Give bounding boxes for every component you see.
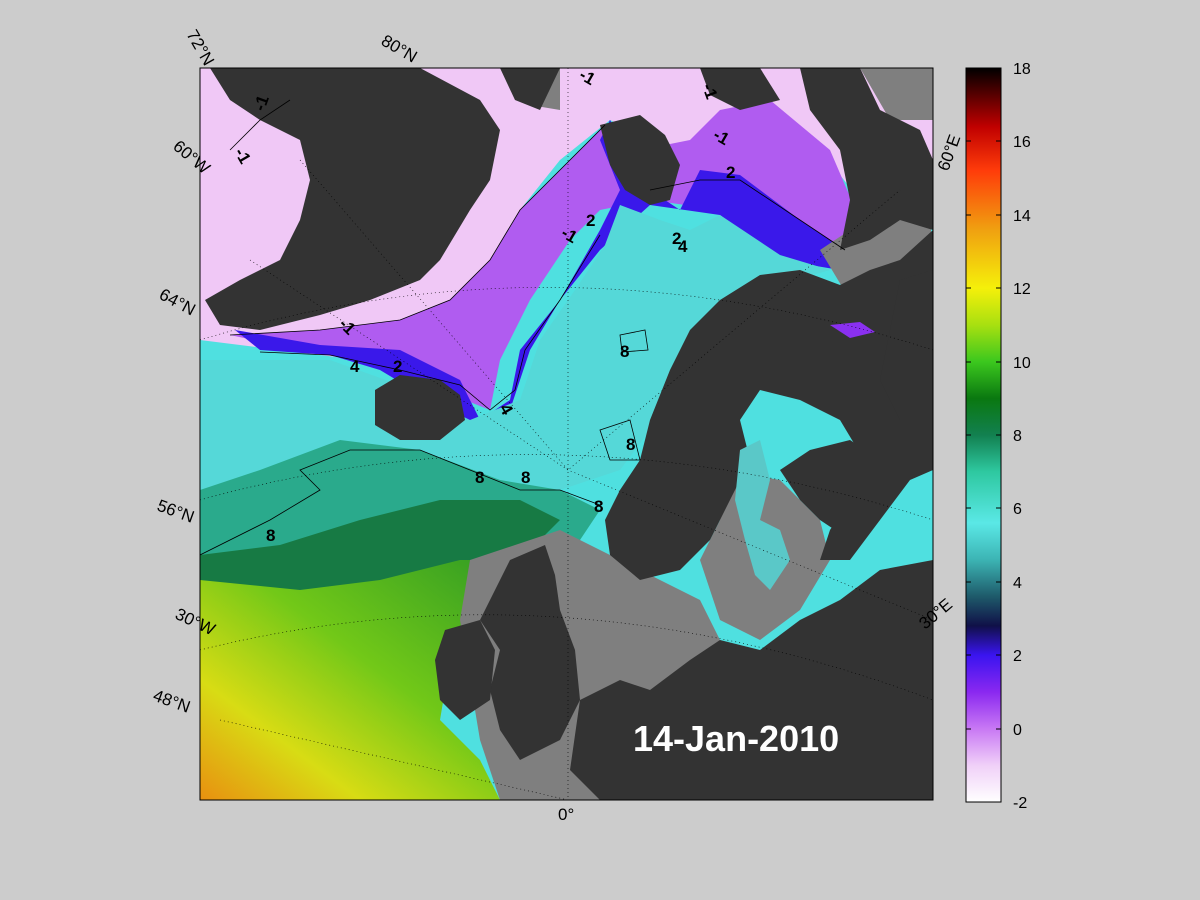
colorbar-tick-label: 14 [1013, 208, 1031, 225]
british-isles [480, 545, 580, 760]
label-0: 0° [558, 805, 574, 824]
svalbard [600, 115, 680, 205]
land-masses [205, 68, 933, 800]
contour-label: 2 [393, 357, 402, 376]
colorbar-scale [965, 67, 1002, 803]
contour-label: 2 [586, 211, 595, 230]
europe-continent [570, 560, 933, 800]
contour-label: 8 [521, 468, 530, 487]
front-blue-water [235, 120, 845, 425]
colorbar-tick-label: 16 [1013, 134, 1031, 151]
contour-label: 2 [726, 163, 735, 182]
contour-labels: -1 -1 -1 -1 -1 -1 -1 2 2 2 2 4 4 4 8 8 8… [231, 65, 736, 545]
colorbar-ticks [966, 67, 1001, 730]
label-80n: 80°N [378, 31, 420, 66]
colorbar: 18 16 14 12 10 8 6 4 2 0 -2 [965, 61, 1031, 812]
colorbar-tick-label: 2 [1013, 648, 1022, 665]
contour-label: 4 [350, 357, 360, 376]
contour-label: 4 [678, 237, 688, 256]
white-sea [830, 322, 875, 338]
contour-label: 8 [594, 497, 603, 516]
scandinavia [605, 230, 933, 580]
colorbar-tick-label: 4 [1013, 575, 1022, 592]
date-label: 14-Jan-2010 [633, 718, 839, 759]
svalbard-east [700, 68, 780, 110]
nordic-seas-water [200, 205, 830, 490]
map-area [200, 68, 933, 800]
iceland [375, 375, 465, 440]
colorbar-tick-label: 12 [1013, 281, 1031, 298]
kola-russia [800, 68, 933, 250]
greenland-north [500, 68, 560, 110]
baltic-sea [735, 440, 790, 590]
colorbar-tick-label: 10 [1013, 355, 1031, 372]
greenland [205, 68, 500, 330]
contour-label: -1 [698, 81, 721, 102]
contour-label: -1 [250, 93, 273, 114]
label-64n: 64°N [156, 285, 198, 320]
colorbar-tick-label: 8 [1013, 428, 1022, 445]
contour-label: 2 [672, 229, 681, 248]
colorbar-tick-label: 0 [1013, 722, 1022, 739]
colorbar-tick-labels: 18 16 14 12 10 8 6 4 2 0 -2 [1013, 61, 1031, 812]
baltic-land [780, 440, 880, 540]
ireland [435, 620, 495, 720]
map-border [199, 67, 934, 801]
graticule [200, 68, 933, 800]
atlantic-warm-water [200, 560, 520, 800]
contour-label: 8 [266, 526, 275, 545]
label-72n: 72°N [183, 27, 218, 69]
contour-label: 8 [620, 342, 629, 361]
label-56n: 56°N [155, 496, 197, 527]
contour-label: 8 [475, 468, 484, 487]
contour-label: 8 [626, 435, 635, 454]
colorbar-tick-label: 6 [1013, 501, 1022, 518]
colorbar-tick-label: -2 [1013, 795, 1027, 812]
contour-lines [200, 99, 846, 556]
label-48n: 48°N [151, 686, 193, 717]
colorbar-tick-label: 18 [1013, 61, 1031, 78]
russia-east [880, 270, 933, 420]
label-60e: 60°E [934, 132, 965, 173]
